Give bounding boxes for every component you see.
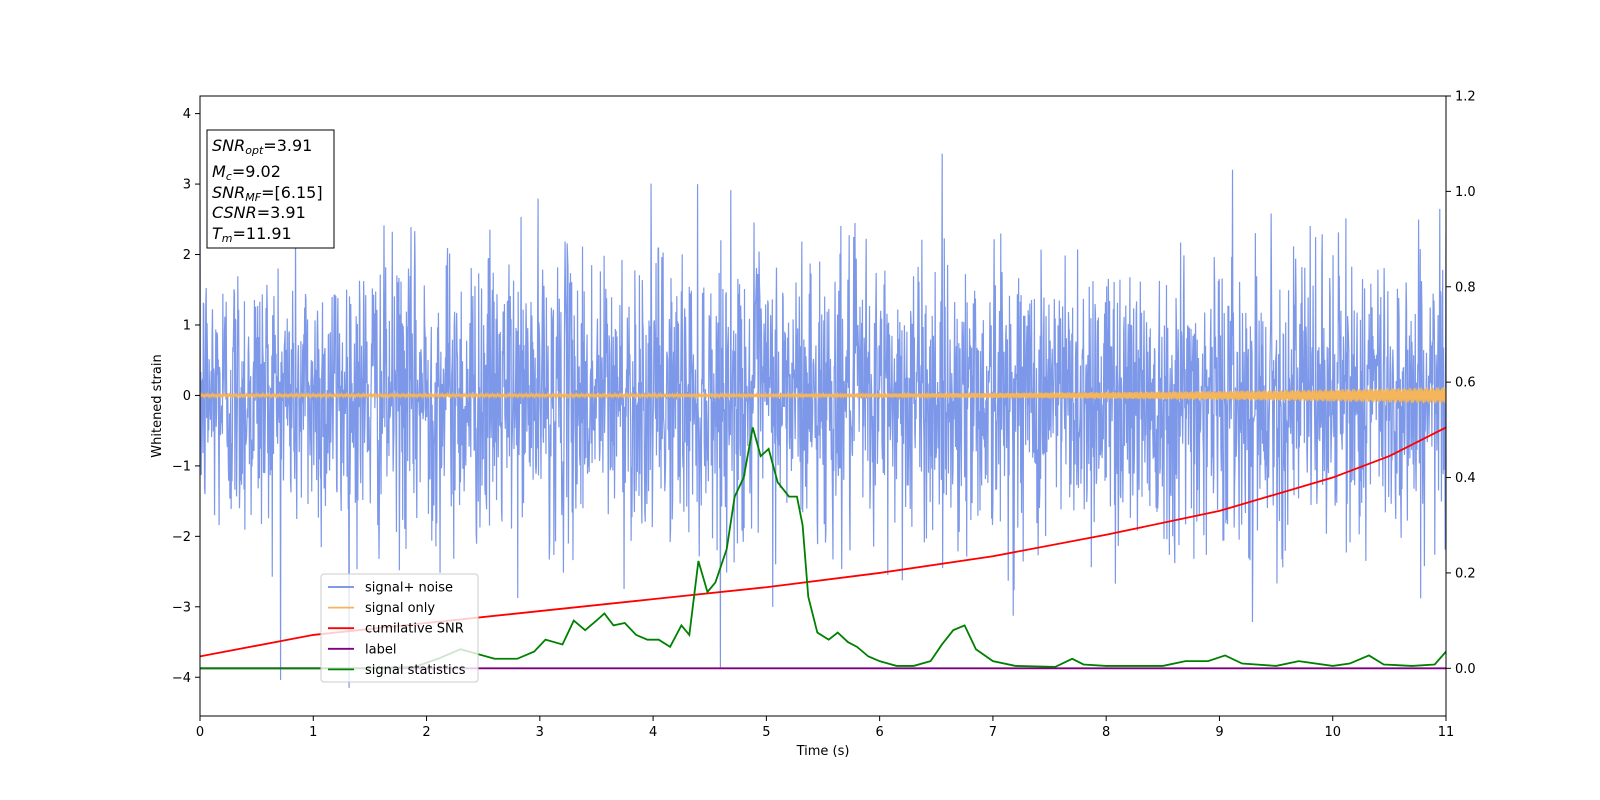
- info-mc: Mc=9.02: [212, 162, 281, 183]
- x-tick-label: 1: [309, 725, 317, 740]
- y-left-axis-ticks: −4 −3 −2 −1 0 1 2 3 4: [172, 107, 200, 686]
- legend-entry: cumilative SNR: [365, 622, 464, 637]
- y-right-tick-label: 0.2: [1455, 566, 1476, 581]
- legend-entry: label: [365, 642, 396, 657]
- info-tm: Tm=11.91: [212, 224, 292, 245]
- plot-frame: [199, 95, 1447, 717]
- y-right-axis-ticks: 0.0 0.2 0.4 0.6 0.8 1.0 1.2: [1446, 90, 1476, 677]
- series-signal-statistics: [200, 427, 1446, 670]
- y-left-tick-label: 4: [183, 107, 191, 122]
- y-left-tick-label: 1: [183, 318, 191, 333]
- y-right-tick-label: 0.6: [1455, 376, 1476, 391]
- info-csnr: CSNR=3.91: [212, 203, 306, 222]
- x-tick-label: 2: [422, 725, 430, 740]
- series-signal-only: [200, 387, 1446, 404]
- y-right-tick-label: 0.8: [1455, 280, 1476, 295]
- y-axis-label: Whitened strain: [150, 354, 165, 457]
- x-tick-label: 0: [196, 725, 204, 740]
- y-left-tick-label: −1: [172, 459, 191, 474]
- info-box: SNRopt=3.91 Mc=9.02 SNRMF=[6.15] CSNR=3.…: [206, 129, 335, 249]
- y-left-tick-label: −3: [172, 600, 191, 615]
- legend-entry: signal only: [365, 601, 435, 616]
- y-right-tick-label: 1.0: [1455, 185, 1476, 200]
- y-left-tick-label: −2: [172, 530, 191, 545]
- legend-entry: signal+ noise: [365, 581, 453, 596]
- x-axis-label: Time (s): [796, 744, 850, 759]
- legend-entry: signal statistics: [365, 663, 466, 678]
- x-tick-label: 9: [1215, 725, 1223, 740]
- y-left-tick-label: 2: [183, 248, 191, 263]
- info-snr-opt: SNRopt=3.91: [212, 136, 312, 157]
- x-tick-label: 5: [762, 725, 770, 740]
- y-right-tick-label: 0.4: [1455, 471, 1476, 486]
- y-left-tick-label: 0: [183, 389, 191, 404]
- x-tick-label: 11: [1438, 725, 1455, 740]
- x-axis-ticks: 0 1 2 3 4 5 6 7 8 9 10 11: [196, 716, 1454, 740]
- info-snr-mf: SNRMF=[6.15]: [212, 183, 323, 204]
- x-tick-label: 4: [649, 725, 657, 740]
- y-right-tick-label: 0.0: [1455, 662, 1476, 677]
- y-left-tick-label: 3: [183, 178, 191, 193]
- y-left-tick-label: −4: [172, 671, 191, 686]
- x-tick-label: 10: [1324, 725, 1341, 740]
- x-tick-label: 7: [989, 725, 997, 740]
- y-right-tick-label: 1.2: [1455, 90, 1476, 105]
- x-tick-label: 3: [536, 725, 544, 740]
- x-tick-label: 8: [1102, 725, 1110, 740]
- series-signal-noise: [200, 153, 1446, 688]
- x-tick-label: 6: [875, 725, 883, 740]
- legend: signal+ noise signal only cumilative SNR la…: [320, 573, 479, 683]
